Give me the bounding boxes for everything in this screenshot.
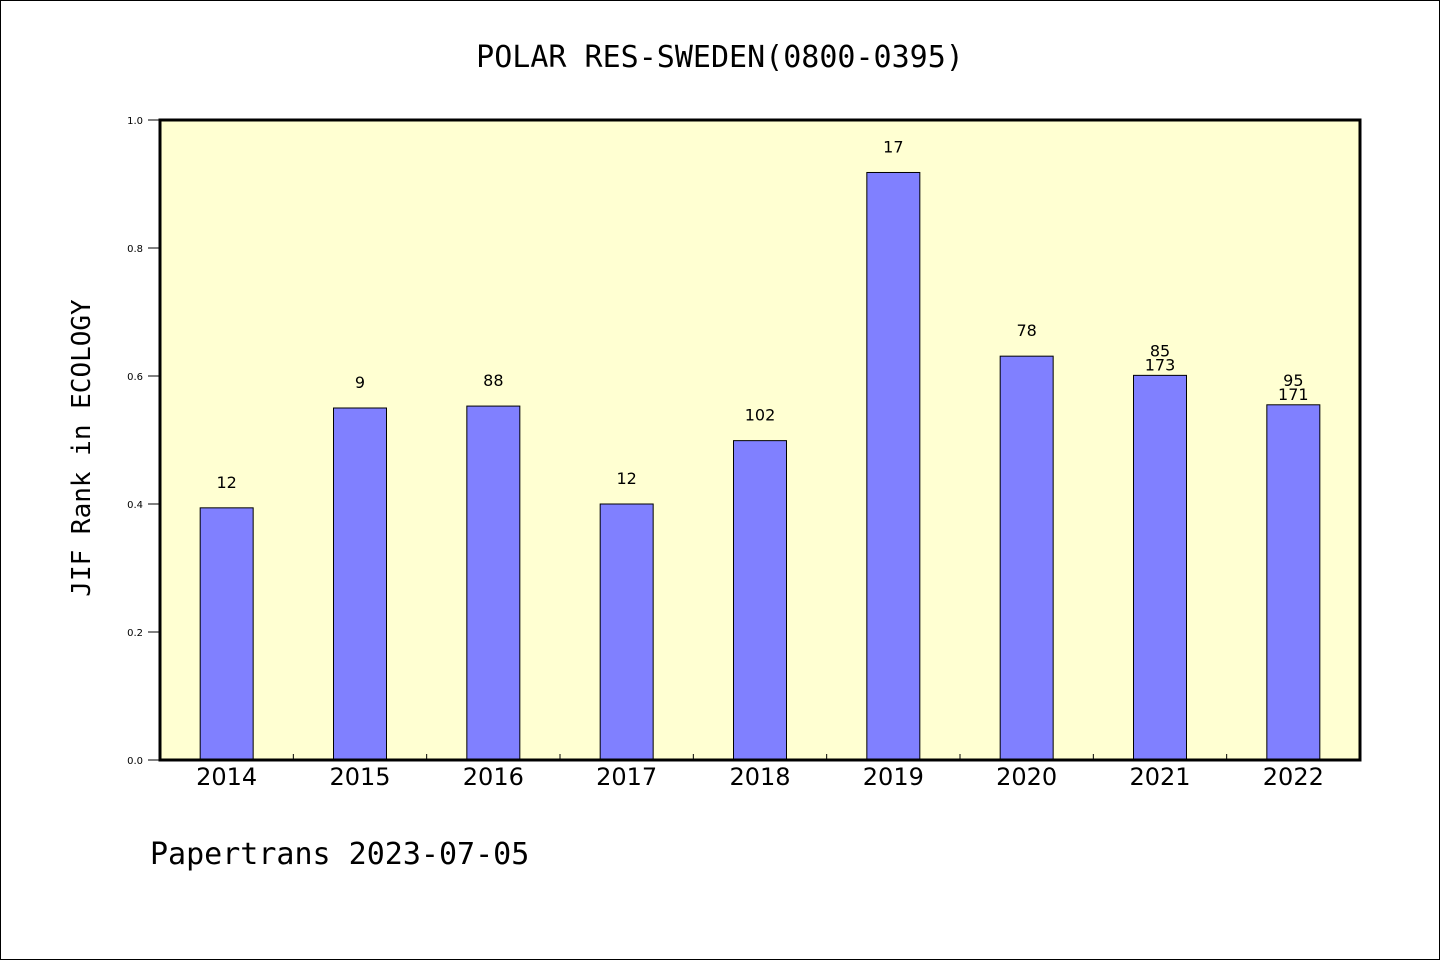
bar-data-label: 17: [883, 137, 903, 156]
bar-data-label: 9: [355, 373, 365, 392]
x-tick-label: 2015: [329, 763, 390, 791]
y-axis: 0.0 0.2 0.4 0.6 0.8 1.0: [127, 116, 160, 767]
x-axis: 2014 2015 2016 2017 2018 2019 2020 2021 2022: [196, 754, 1324, 791]
x-tick-label: 2022: [1263, 763, 1324, 791]
bar-2021: [1133, 374, 1187, 761]
bar-2022: [1266, 404, 1321, 761]
bar-data-label: 12: [216, 473, 236, 492]
plot-frame: [158, 118, 1362, 762]
y-tick-label: 0.8: [127, 244, 143, 255]
bar-data-label: 102: [745, 406, 776, 425]
bar-data-label: 95: [1283, 371, 1303, 390]
bar-data-label: 12: [616, 469, 636, 488]
y-axis-label: JIF Rank in ECOLOGY: [67, 299, 97, 597]
bar-data-label: 88: [483, 371, 503, 390]
y-tick-label: 0.6: [127, 372, 143, 383]
bar-2016: [466, 405, 521, 761]
x-tick-label: 2019: [863, 763, 924, 791]
chart-title: POLAR RES-SWEDEN(0800-0395): [476, 40, 964, 75]
bar-2019: [866, 171, 921, 761]
y-tick-label: 1.0: [127, 116, 143, 127]
y-tick-label: 0.2: [127, 628, 143, 639]
x-tick-label: 2016: [463, 763, 524, 791]
x-tick-label: 2020: [996, 763, 1057, 791]
x-tick-label: 2017: [596, 763, 657, 791]
x-tick-label: 2021: [1129, 763, 1190, 791]
bar-data-label: 173: [1145, 355, 1176, 374]
x-tick-label: 2018: [729, 763, 790, 791]
bar-2018: [733, 440, 787, 761]
x-tick-label: 2014: [196, 763, 257, 791]
y-tick-label: 0.4: [127, 500, 143, 511]
bar-2020: [999, 355, 1054, 761]
bars-group: [199, 171, 1321, 761]
footer-credit: Papertrans 2023-07-05: [150, 837, 529, 872]
bar-2014: [199, 507, 254, 761]
bar-data-label: 85: [1150, 341, 1170, 360]
bar-2017: [599, 503, 654, 761]
bar-data-label: 171: [1278, 385, 1309, 404]
bar-2015: [333, 407, 387, 761]
y-tick-label: 0.0: [127, 756, 143, 767]
bar-data-label: 78: [1016, 321, 1036, 340]
